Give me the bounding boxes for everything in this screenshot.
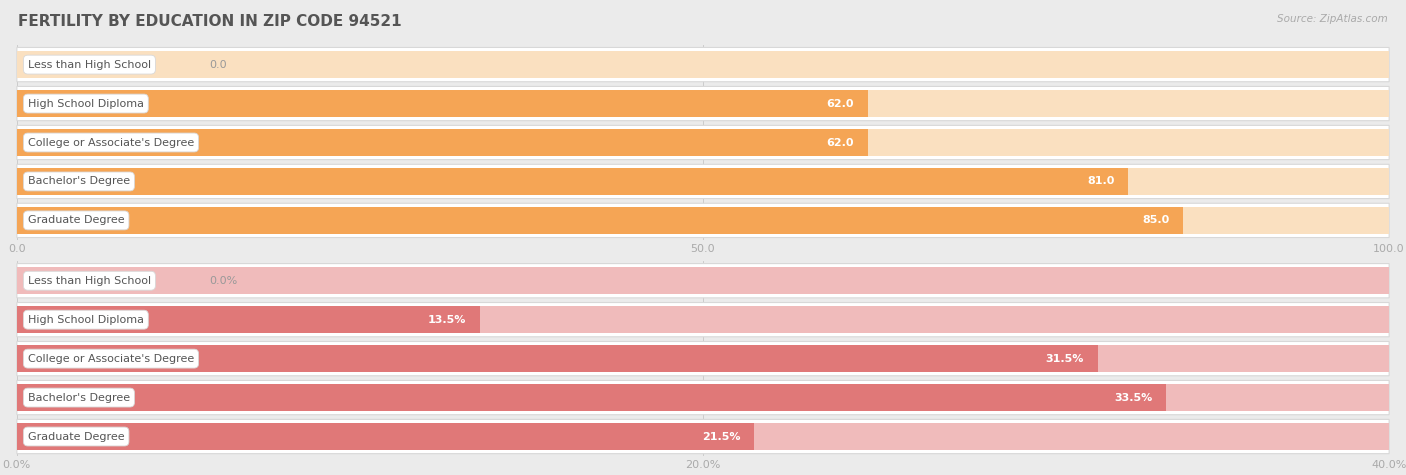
- Bar: [17, 168, 1129, 195]
- FancyBboxPatch shape: [17, 164, 1389, 199]
- Bar: [17, 90, 868, 117]
- Text: Graduate Degree: Graduate Degree: [28, 215, 125, 226]
- Text: Less than High School: Less than High School: [28, 59, 150, 70]
- Bar: [17, 51, 1389, 78]
- Text: 21.5%: 21.5%: [702, 431, 741, 442]
- Text: 85.0: 85.0: [1142, 215, 1170, 226]
- Bar: [17, 168, 1389, 195]
- FancyBboxPatch shape: [17, 342, 1389, 376]
- Text: 62.0: 62.0: [827, 137, 853, 148]
- Bar: [17, 345, 1389, 372]
- Bar: [17, 267, 1389, 294]
- Bar: [17, 129, 868, 156]
- FancyBboxPatch shape: [17, 303, 1389, 337]
- Text: High School Diploma: High School Diploma: [28, 314, 143, 325]
- Text: College or Associate's Degree: College or Associate's Degree: [28, 137, 194, 148]
- Text: 31.5%: 31.5%: [1046, 353, 1084, 364]
- Bar: [17, 129, 1389, 156]
- Bar: [17, 207, 1389, 234]
- Text: 0.0%: 0.0%: [209, 276, 238, 286]
- Bar: [17, 306, 1389, 333]
- Text: 33.5%: 33.5%: [1114, 392, 1153, 403]
- FancyBboxPatch shape: [17, 125, 1389, 160]
- Text: Less than High School: Less than High School: [28, 276, 150, 286]
- Text: Bachelor's Degree: Bachelor's Degree: [28, 392, 129, 403]
- Text: 0.0: 0.0: [209, 59, 226, 70]
- FancyBboxPatch shape: [17, 48, 1389, 82]
- Bar: [17, 384, 1389, 411]
- FancyBboxPatch shape: [17, 86, 1389, 121]
- Text: College or Associate's Degree: College or Associate's Degree: [28, 353, 194, 364]
- Text: Bachelor's Degree: Bachelor's Degree: [28, 176, 129, 187]
- Bar: [17, 384, 1166, 411]
- Text: High School Diploma: High School Diploma: [28, 98, 143, 109]
- Bar: [17, 306, 479, 333]
- Text: Graduate Degree: Graduate Degree: [28, 431, 125, 442]
- FancyBboxPatch shape: [17, 264, 1389, 298]
- FancyBboxPatch shape: [17, 380, 1389, 415]
- Text: Source: ZipAtlas.com: Source: ZipAtlas.com: [1277, 14, 1388, 24]
- Bar: [17, 345, 1098, 372]
- Text: 13.5%: 13.5%: [427, 314, 467, 325]
- FancyBboxPatch shape: [17, 419, 1389, 454]
- Bar: [17, 207, 1184, 234]
- Bar: [17, 423, 755, 450]
- Text: 62.0: 62.0: [827, 98, 853, 109]
- Text: 81.0: 81.0: [1087, 176, 1115, 187]
- FancyBboxPatch shape: [17, 203, 1389, 238]
- Text: FERTILITY BY EDUCATION IN ZIP CODE 94521: FERTILITY BY EDUCATION IN ZIP CODE 94521: [18, 14, 402, 29]
- Bar: [17, 90, 1389, 117]
- Bar: [17, 423, 1389, 450]
